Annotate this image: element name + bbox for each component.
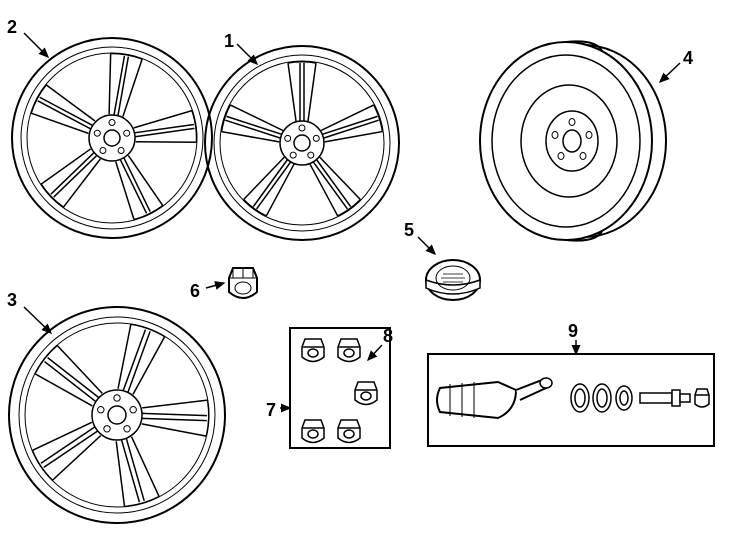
lock-nut-set-icon xyxy=(290,328,390,448)
label-3: 3 xyxy=(7,290,17,311)
wheel-1-icon xyxy=(205,46,399,240)
label-8: 8 xyxy=(383,326,393,347)
center-cap-icon xyxy=(426,260,480,300)
line-art xyxy=(0,0,734,540)
wheel-2-icon xyxy=(12,38,212,238)
wheel-3-icon xyxy=(9,307,225,523)
label-6: 6 xyxy=(190,281,200,302)
label-4: 4 xyxy=(683,48,693,69)
label-5: 5 xyxy=(404,220,414,241)
label-7: 7 xyxy=(266,400,276,421)
lug-nut-icon xyxy=(229,268,257,298)
spare-wheel-icon xyxy=(480,41,666,240)
label-9: 9 xyxy=(568,321,578,342)
tpms-kit-icon xyxy=(428,354,714,446)
label-2: 2 xyxy=(7,17,17,38)
label-1: 1 xyxy=(224,31,234,52)
diagram-stage: 1 2 3 4 5 6 7 8 9 xyxy=(0,0,734,540)
